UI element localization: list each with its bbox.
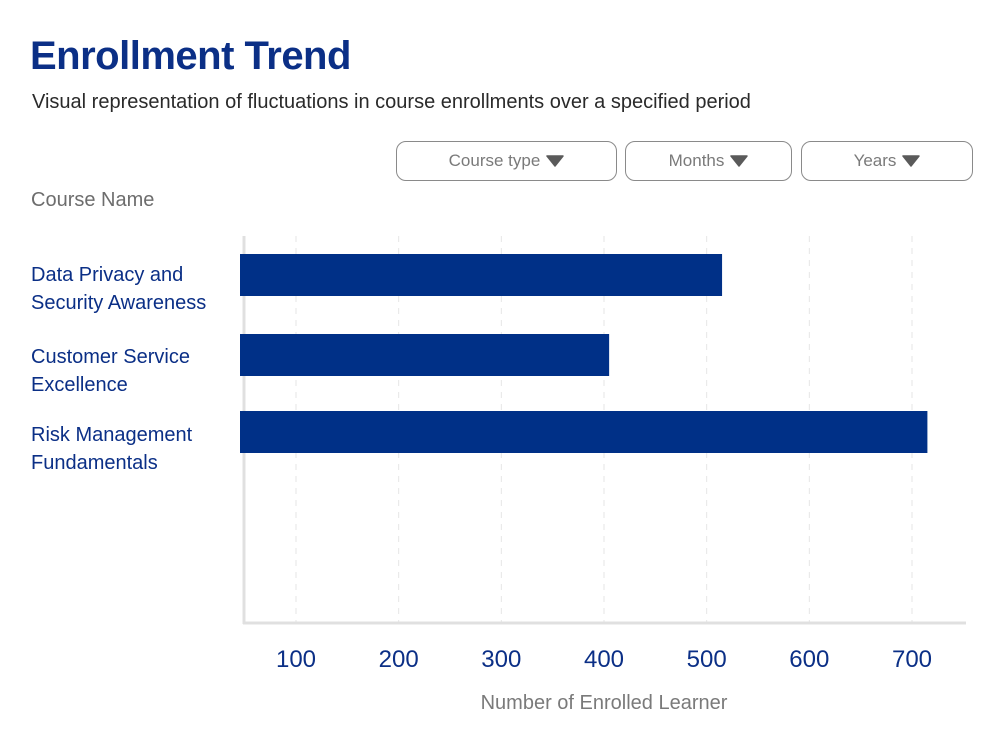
category-label: Customer Service Excellence [31, 346, 190, 396]
x-axis-title: Number of Enrolled Learner [481, 692, 728, 714]
bar [240, 334, 610, 376]
category-label: Data Privacy and Security Awareness [31, 264, 206, 314]
months-label: Months [668, 151, 725, 170]
course-type-dropdown[interactable]: Course type [396, 141, 617, 181]
bar [240, 411, 928, 453]
months-dropdown[interactable]: Months [625, 141, 792, 181]
x-tick-label: 700 [892, 646, 932, 673]
page-subtitle: Visual representation of fluctuations in… [32, 91, 751, 113]
caret-down-icon [902, 155, 921, 167]
x-tick-label: 500 [687, 646, 727, 673]
years-label: Years [853, 151, 897, 170]
caret-down-icon [546, 155, 565, 167]
course-type-label: Course type [448, 151, 541, 170]
y-axis-title: Course Name [31, 189, 155, 211]
x-tick-label: 400 [584, 646, 624, 673]
category-label: Risk Management Fundamentals [31, 424, 193, 474]
x-tick-label: 100 [276, 646, 316, 673]
caret-down-icon [730, 155, 749, 167]
x-tick-label: 600 [789, 646, 829, 673]
x-tick-label: 200 [379, 646, 419, 673]
years-dropdown[interactable]: Years [801, 141, 973, 181]
page-title: Enrollment Trend [30, 34, 351, 78]
bar [240, 254, 723, 296]
x-tick-label: 300 [481, 646, 521, 673]
